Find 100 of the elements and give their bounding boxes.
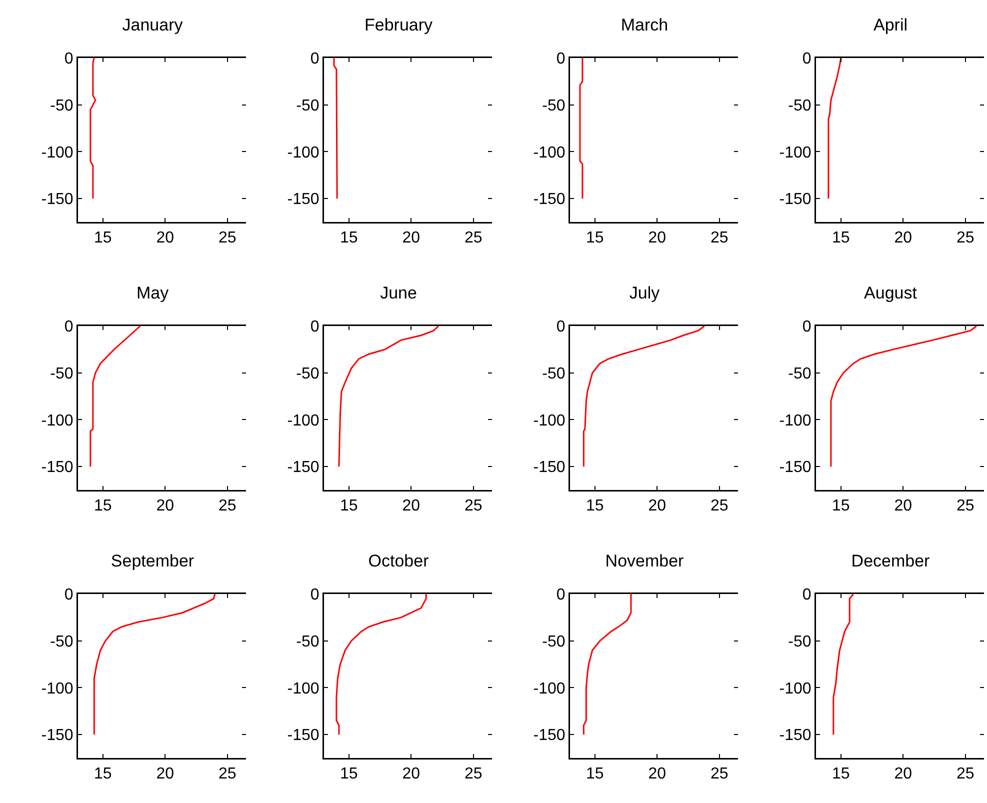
x-tick-label: 25 (218, 230, 236, 247)
y-tick-label: 0 (64, 586, 74, 604)
y-tick-label: 0 (310, 318, 320, 336)
x-tick-label: 15 (586, 498, 604, 515)
y-tick-label: -150 (41, 191, 74, 208)
chart-title: November (605, 552, 684, 571)
x-tick-label: 20 (648, 498, 666, 515)
x-tick-label: 15 (94, 766, 112, 783)
y-tick-label: -50 (296, 365, 320, 382)
y-tick-label: -100 (779, 144, 812, 162)
line-series (582, 594, 632, 736)
y-tick-label: -150 (41, 727, 74, 744)
chart-title: April (874, 16, 908, 35)
x-tick-label: 15 (832, 766, 850, 783)
y-tick-label: -50 (296, 97, 320, 114)
line-series (333, 58, 338, 200)
x-tick-label: 20 (894, 230, 912, 247)
y-tick-label: 0 (802, 318, 812, 336)
y-tick-label: -150 (533, 459, 566, 476)
y-tick-label: -150 (287, 191, 320, 208)
x-tick-label: 20 (894, 766, 912, 783)
y-tick-label: -50 (296, 633, 320, 650)
y-tick-label: -100 (533, 680, 566, 698)
x-tick-label: 20 (648, 766, 666, 783)
x-tick-label: 15 (94, 230, 112, 247)
line-series (579, 58, 584, 200)
x-tick-label: 15 (94, 498, 112, 515)
chart-title: February (364, 16, 434, 35)
x-tick-label: 20 (156, 766, 174, 783)
chart-title: October (368, 552, 430, 571)
y-tick-label: 0 (802, 50, 812, 68)
x-tick-label: 15 (340, 498, 358, 515)
y-tick-label: -150 (779, 727, 812, 744)
y-tick-label: 0 (310, 586, 320, 604)
y-tick-label: 0 (802, 586, 812, 604)
chart-title: May (136, 284, 170, 303)
y-tick-label: -100 (779, 680, 812, 698)
y-tick-label: 0 (310, 50, 320, 68)
y-tick-label: -50 (542, 365, 566, 382)
x-tick-label: 25 (710, 230, 728, 247)
x-tick-label: 15 (340, 766, 358, 783)
x-tick-label: 20 (648, 230, 666, 247)
y-tick-label: -150 (41, 459, 74, 476)
chart-title: January (122, 16, 184, 35)
x-tick-label: 20 (894, 498, 912, 515)
line-series (90, 326, 141, 468)
y-tick-label: -50 (788, 97, 812, 114)
y-tick-label: -150 (533, 727, 566, 744)
y-tick-label: -100 (41, 412, 74, 430)
line-series (336, 594, 427, 736)
y-tick-label: -100 (533, 412, 566, 430)
x-tick-label: 25 (218, 766, 236, 783)
y-tick-label: 0 (64, 318, 74, 336)
line-series (338, 326, 440, 468)
line-series (90, 58, 96, 200)
x-tick-label: 25 (464, 498, 482, 515)
x-tick-label: 25 (464, 230, 482, 247)
y-tick-label: -50 (788, 633, 812, 650)
x-tick-label: 15 (586, 230, 604, 247)
x-tick-label: 20 (402, 766, 420, 783)
y-tick-label: -100 (287, 680, 320, 698)
chart-title: December (851, 552, 930, 571)
y-tick-label: -50 (542, 633, 566, 650)
x-tick-label: 20 (156, 498, 174, 515)
y-tick-label: -100 (41, 144, 74, 162)
y-tick-label: -100 (287, 412, 320, 430)
line-series (93, 594, 216, 736)
x-tick-label: 25 (464, 766, 482, 783)
y-tick-label: -50 (788, 365, 812, 382)
x-tick-label: 20 (156, 230, 174, 247)
y-tick-label: -50 (50, 633, 74, 650)
y-tick-label: -150 (533, 191, 566, 208)
y-tick-label: 0 (556, 318, 566, 336)
y-tick-label: -150 (287, 459, 320, 476)
line-series (582, 326, 706, 468)
chart-title: August (864, 284, 918, 303)
y-tick-label: 0 (64, 50, 74, 68)
x-tick-label: 25 (710, 766, 728, 783)
x-tick-label: 20 (402, 230, 420, 247)
x-tick-label: 25 (218, 498, 236, 515)
y-tick-label: 0 (556, 586, 566, 604)
y-tick-label: -100 (533, 144, 566, 162)
x-tick-label: 20 (402, 498, 420, 515)
y-tick-label: -100 (779, 412, 812, 430)
x-tick-label: 15 (586, 766, 604, 783)
x-tick-label: 25 (956, 230, 974, 247)
chart-title: September (110, 552, 194, 571)
y-tick-label: -150 (287, 727, 320, 744)
y-tick-label: -150 (779, 459, 812, 476)
x-tick-label: 25 (956, 766, 974, 783)
y-tick-label: -150 (779, 191, 812, 208)
chart-title: June (380, 284, 417, 303)
y-tick-label: -100 (41, 680, 74, 698)
x-tick-label: 15 (832, 230, 850, 247)
x-tick-label: 25 (956, 498, 974, 515)
x-tick-label: 25 (710, 498, 728, 515)
y-tick-label: -50 (542, 97, 566, 114)
line-series (828, 58, 842, 200)
line-series (830, 326, 978, 468)
x-tick-label: 15 (340, 230, 358, 247)
